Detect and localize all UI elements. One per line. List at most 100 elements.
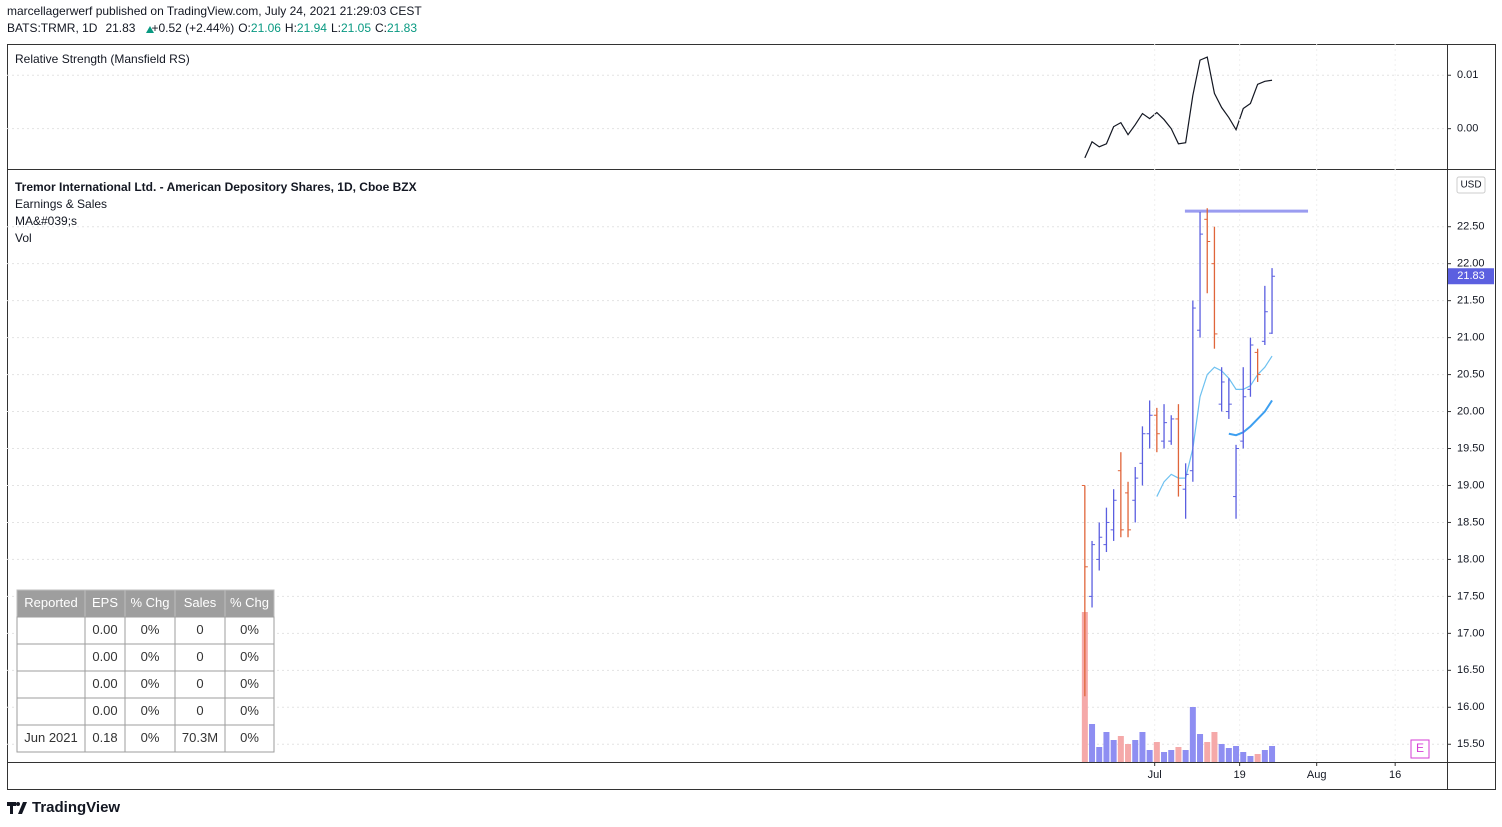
pane-title: Tremor International Ltd. - American Dep… [15, 180, 417, 194]
ohlc-bar [1089, 540, 1096, 608]
table-value: 0.00 [92, 622, 117, 637]
y-tick-label: 22.00 [1457, 258, 1485, 270]
table-cell [16, 724, 86, 753]
volume-bar [1254, 754, 1261, 762]
table-value: 0% [141, 703, 160, 718]
ohlc-bar [1168, 415, 1175, 445]
o: 21.06 [251, 21, 281, 35]
ohlc-bar [1103, 507, 1110, 553]
table-value: 0% [141, 676, 160, 691]
table-header: Reported [24, 595, 77, 610]
y-tick-label: 16.50 [1457, 664, 1485, 676]
ohlc-bar [1233, 444, 1240, 519]
h-label: H: [285, 21, 297, 35]
ohlc-bar [1153, 407, 1160, 453]
ohlc-bar [1247, 337, 1254, 397]
table-cell [16, 616, 86, 645]
table-value: 0% [240, 622, 259, 637]
table-header-cell [124, 589, 176, 618]
table-header: % Chg [130, 595, 169, 610]
currency: USD [1460, 180, 1481, 191]
y-tick-label: 20.00 [1457, 405, 1485, 417]
brand: TradingView [32, 799, 120, 816]
ohlc-bar [1240, 367, 1247, 449]
table-value: 0% [141, 730, 160, 745]
ohlc-bar [1096, 522, 1103, 571]
indicator-label: MA&#039;s [15, 214, 77, 228]
ohlc-bar [1161, 404, 1168, 449]
frame [7, 44, 1496, 790]
table-value: 0.00 [92, 703, 117, 718]
ohlc-bar [1139, 426, 1146, 486]
table-value: Jun 2021 [24, 730, 78, 745]
c: 21.83 [387, 21, 417, 35]
y-tick-label: 19.00 [1457, 479, 1485, 491]
table-cell [84, 724, 126, 753]
volume-bar [1161, 752, 1168, 762]
y-tick-label: 0.00 [1457, 123, 1478, 135]
y-tick-label: 18.50 [1457, 516, 1485, 528]
x-tick-label: 19 [1234, 769, 1246, 781]
table-value: 0.18 [92, 730, 117, 745]
ohlc-bar [1211, 226, 1218, 349]
x-tick-label: 16 [1389, 769, 1401, 781]
table-value: 0% [141, 649, 160, 664]
rs-line [1084, 56, 1273, 159]
ohlc-bar [1081, 484, 1088, 697]
volume-bar [1139, 732, 1146, 762]
last-price-box [1448, 268, 1494, 285]
o-label: O: [238, 21, 251, 35]
table-cell [174, 670, 226, 699]
volume-bar [1240, 752, 1247, 762]
volume-bar [1233, 746, 1240, 762]
table-value: 0.00 [92, 676, 117, 691]
volume-bar [1146, 750, 1153, 762]
volume-bar [1261, 750, 1268, 762]
table-value: 0 [196, 676, 203, 691]
table-value: 0 [196, 703, 203, 718]
moving-average [1156, 355, 1273, 497]
volume-bar [1225, 748, 1232, 762]
table-cell [224, 724, 275, 753]
table-value: 0% [240, 703, 259, 718]
ohlc-bar [1117, 452, 1124, 538]
y-tick-label: 20.50 [1457, 368, 1485, 380]
table-header-cell [16, 589, 86, 618]
volume-bar [1168, 750, 1175, 762]
x-tick-label: Aug [1307, 769, 1327, 781]
volume-bar [1269, 746, 1276, 762]
l-label: L: [331, 21, 341, 35]
ohlc-bar [1261, 285, 1268, 346]
volume-bar [1132, 740, 1139, 762]
volume-bar [1218, 744, 1225, 762]
table-header-cell [174, 589, 226, 618]
table-cell [84, 697, 126, 726]
ohlc-bar [1225, 378, 1232, 419]
volume-bar [1247, 756, 1254, 762]
table-cell [124, 616, 176, 645]
y-tick-label: 0.01 [1457, 69, 1478, 81]
ohlc-bar [1110, 489, 1117, 541]
ohlc-bar [1197, 211, 1204, 338]
table-cell [224, 697, 275, 726]
y-tick-label: 15.50 [1457, 738, 1485, 750]
table-cell [124, 724, 176, 753]
table-cell [224, 616, 275, 645]
table-header: Sales [184, 595, 217, 610]
y-tick-label: 21.50 [1457, 295, 1485, 307]
last: 21.83 [105, 21, 135, 35]
l: 21.05 [341, 21, 371, 35]
volume-bar [1117, 736, 1124, 762]
y-tick-label: 16.00 [1457, 701, 1485, 713]
c-label: C: [375, 21, 387, 35]
ohlc-bar [1254, 348, 1261, 382]
ohlc-bar [1189, 300, 1196, 482]
logo [7, 802, 27, 814]
volume-bar [1197, 734, 1204, 762]
table-value: 0.00 [92, 649, 117, 664]
table-cell [16, 670, 86, 699]
earnings-marker: E [1416, 741, 1424, 755]
table-cell [16, 697, 86, 726]
table-header: EPS [92, 595, 118, 610]
